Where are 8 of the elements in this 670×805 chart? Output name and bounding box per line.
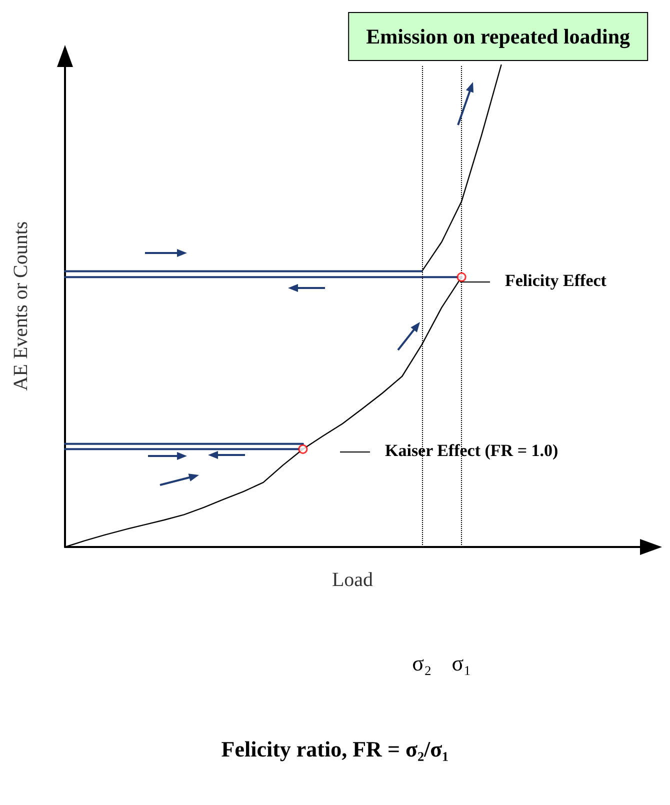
- x-tick-label: σ₂: [412, 650, 432, 676]
- x-tick-label: σ₁: [452, 650, 472, 676]
- x-axis-title: Load: [332, 569, 374, 591]
- chart-title: Emission on repeated loading: [366, 24, 630, 48]
- y-axis-title: AE Events or Counts: [10, 221, 32, 391]
- annotation: Felicity Effect: [505, 271, 607, 290]
- text: Felicity ratio, FR = σ₂/σ₁: [221, 736, 449, 762]
- annotation: Kaiser Effect (FR = 1.0): [385, 441, 558, 460]
